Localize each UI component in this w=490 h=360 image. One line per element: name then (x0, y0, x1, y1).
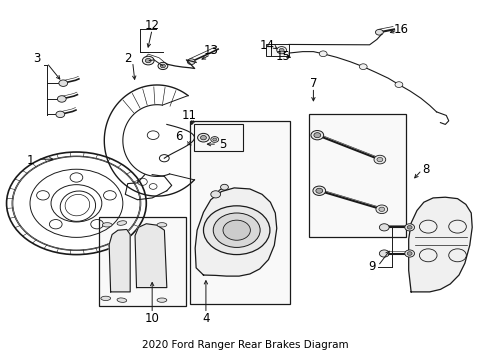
Circle shape (374, 155, 386, 164)
Ellipse shape (117, 298, 127, 302)
Circle shape (407, 226, 412, 229)
Circle shape (277, 46, 287, 54)
Circle shape (59, 80, 68, 86)
Ellipse shape (101, 296, 111, 301)
Bar (194, 125, 243, 151)
Circle shape (379, 207, 385, 211)
Text: 16: 16 (394, 23, 409, 36)
Circle shape (160, 64, 165, 68)
Circle shape (375, 30, 383, 35)
Circle shape (200, 135, 206, 140)
Text: 12: 12 (145, 19, 160, 32)
Circle shape (223, 220, 250, 240)
Circle shape (146, 58, 151, 63)
Circle shape (158, 62, 168, 69)
Circle shape (311, 131, 324, 140)
Circle shape (377, 157, 383, 162)
Circle shape (187, 59, 195, 64)
Text: 14: 14 (260, 39, 274, 52)
Circle shape (213, 138, 217, 141)
Circle shape (405, 250, 415, 257)
Circle shape (211, 191, 220, 198)
Polygon shape (409, 197, 472, 292)
Circle shape (213, 213, 260, 247)
Text: 15: 15 (276, 50, 291, 63)
Text: 8: 8 (422, 163, 429, 176)
Text: 11: 11 (181, 109, 196, 122)
Circle shape (57, 96, 66, 102)
Circle shape (313, 186, 326, 195)
Circle shape (319, 51, 327, 57)
Bar (310, 114, 406, 237)
Circle shape (316, 188, 323, 193)
Circle shape (314, 133, 321, 138)
Circle shape (359, 64, 367, 69)
Circle shape (220, 184, 228, 190)
Ellipse shape (157, 298, 167, 302)
Text: 4: 4 (202, 311, 210, 325)
Text: 2: 2 (124, 51, 131, 64)
Bar (266, 44, 289, 56)
Circle shape (56, 111, 65, 118)
Text: 3: 3 (34, 51, 41, 64)
Text: 13: 13 (203, 44, 218, 57)
Text: 5: 5 (220, 138, 227, 150)
Polygon shape (195, 188, 277, 276)
Circle shape (379, 250, 389, 257)
Circle shape (211, 136, 219, 142)
Text: 9: 9 (368, 260, 376, 273)
Text: 1: 1 (26, 154, 34, 167)
Polygon shape (135, 224, 167, 288)
Circle shape (376, 205, 388, 213)
Circle shape (379, 224, 389, 231)
Bar (190, 121, 291, 304)
Circle shape (203, 206, 270, 255)
Ellipse shape (117, 221, 126, 225)
Text: 6: 6 (175, 130, 183, 144)
Circle shape (279, 48, 284, 52)
Polygon shape (109, 229, 130, 292)
Circle shape (405, 224, 415, 231)
Circle shape (395, 82, 403, 87)
Bar (99, 217, 186, 306)
Circle shape (143, 56, 154, 65)
Ellipse shape (157, 223, 167, 227)
Text: 10: 10 (145, 311, 160, 325)
Ellipse shape (102, 223, 112, 227)
Text: 7: 7 (310, 77, 317, 90)
Text: 2020 Ford Ranger Rear Brakes Diagram: 2020 Ford Ranger Rear Brakes Diagram (142, 340, 348, 350)
Circle shape (407, 252, 412, 255)
Circle shape (197, 134, 209, 142)
